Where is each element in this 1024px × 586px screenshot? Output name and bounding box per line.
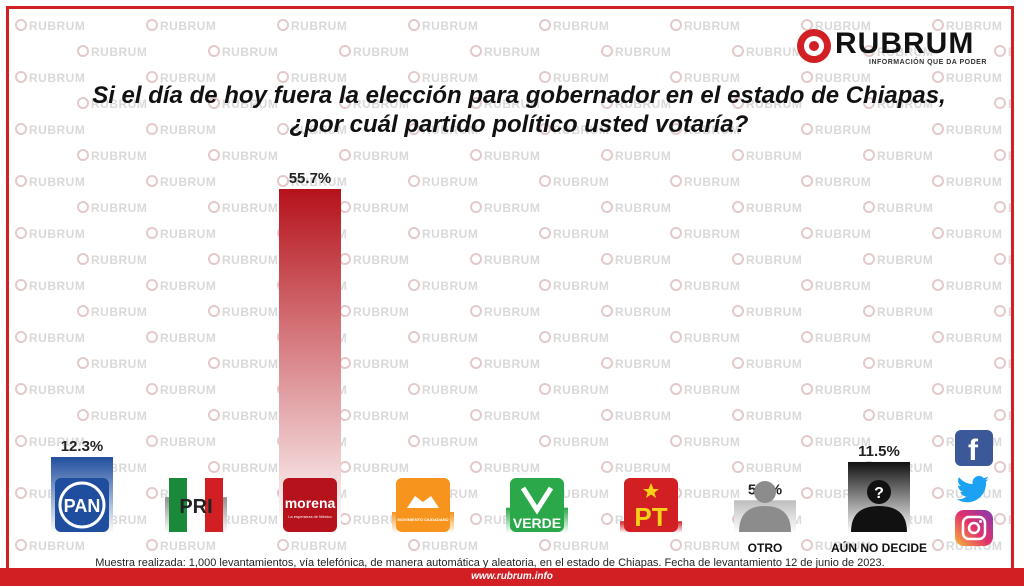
star-icon [643, 483, 659, 498]
pt-logo [624, 478, 678, 532]
rubrum-logo: RUBRUM INFORMACIÓN QUE DA PODER [797, 27, 997, 67]
svg-text:f: f [968, 434, 979, 466]
value-label-morena: 55.7% [289, 170, 332, 187]
pan-logo-ring [58, 481, 106, 529]
pan-logo [55, 478, 109, 532]
bar-morena [279, 189, 341, 533]
question-mark-icon: ? [874, 485, 884, 502]
morena-logo-subtitle: La esperanza de México [288, 514, 332, 519]
website-link[interactable]: www.rubrum.info [471, 571, 553, 582]
pri-logo-text: PRI [179, 496, 212, 518]
methodology-footnote: Muestra realizada: 1,000 levantamientos,… [95, 557, 885, 569]
footer-bar [0, 568, 1024, 586]
value-label-aun-no-decide: 11.5% [858, 443, 900, 460]
pri-logo-white [187, 478, 205, 532]
chart-title: Si el día de hoy fuera la elección para … [92, 82, 946, 138]
value-label-pan: 12.3% [61, 438, 104, 455]
eagle-icon [407, 496, 439, 508]
toucan-icon [520, 486, 554, 515]
twitter-icon[interactable] [955, 470, 993, 506]
brand-tagline: INFORMACIÓN QUE DA PODER [869, 59, 987, 66]
person-icon [739, 506, 791, 532]
pt-logo-text: PT [634, 502, 667, 532]
morena-logo [283, 478, 337, 532]
person-icon-head [754, 481, 776, 503]
pri-logo-red [205, 478, 223, 532]
pri-logo-green [169, 478, 187, 532]
category-label-otro: OTRO [748, 541, 783, 555]
facebook-icon[interactable]: f [955, 430, 993, 467]
rubrum-logo-mark [797, 29, 831, 63]
verde-logo-text: VERDE [513, 515, 561, 531]
instagram-icon[interactable] [955, 510, 993, 546]
pan-logo-text: PAN [64, 496, 101, 516]
brand-name: RUBRUM [835, 27, 975, 60]
morena-logo-text: morena [285, 495, 336, 511]
movimiento-ciudadano-logo-text: MOVIMIENTO CIUDADANO [397, 517, 448, 522]
undecided-person-icon [851, 506, 907, 532]
category-label-aun-no-decide: AÚN NO DECIDE [831, 540, 927, 555]
undecided-icon-head [867, 480, 891, 504]
